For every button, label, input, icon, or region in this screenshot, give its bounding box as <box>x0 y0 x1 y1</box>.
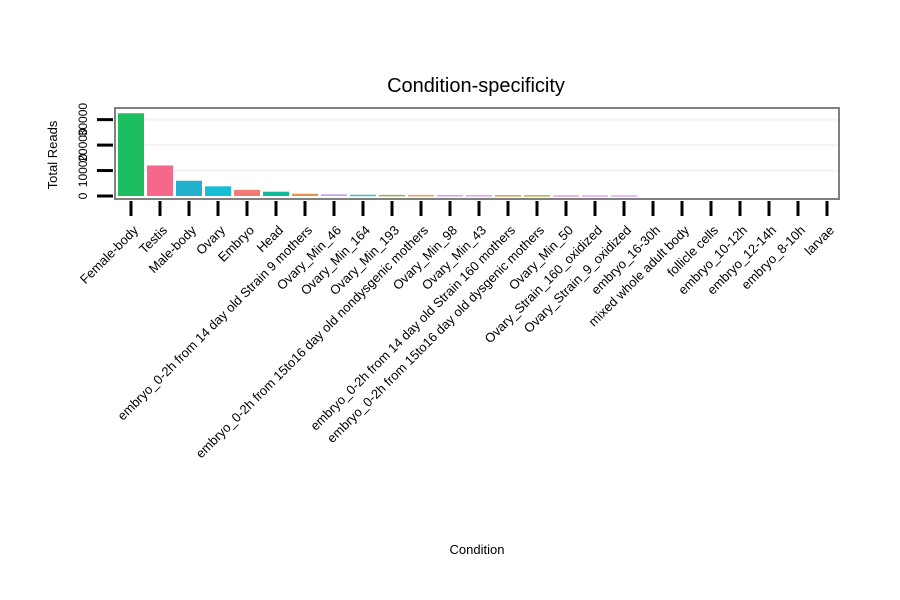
bar <box>466 195 492 197</box>
bar <box>379 194 405 197</box>
y-tick-label: 30000 <box>76 103 90 137</box>
bar <box>118 113 144 196</box>
x-axis-title: Condition <box>450 542 505 557</box>
bar <box>205 186 231 196</box>
bars <box>118 113 637 197</box>
y-tick-label: 0 <box>76 192 90 199</box>
y-tick-label: 10000 <box>76 154 90 188</box>
gridlines <box>116 118 838 172</box>
bar <box>582 195 608 197</box>
chart-title: Condition-specificity <box>387 75 565 97</box>
bar <box>524 195 550 197</box>
plot-panel-border <box>114 107 840 200</box>
bar <box>147 165 173 196</box>
y-axis-title: Total Reads <box>45 120 60 189</box>
plot-panel <box>114 107 840 200</box>
bar <box>176 180 202 196</box>
x-tick-label: Female-body <box>77 222 142 287</box>
bar <box>263 191 289 196</box>
y-tick-label: 20000 <box>76 128 90 162</box>
bar <box>437 194 463 197</box>
x-axis: Female-bodyTestisMale-bodyOvaryEmbryoHea… <box>77 201 837 461</box>
bar <box>408 194 434 197</box>
bar <box>292 193 318 196</box>
bar <box>611 195 637 197</box>
bar <box>553 195 579 197</box>
x-tick-label: larvae <box>801 223 837 259</box>
bar <box>234 189 260 196</box>
bar <box>495 195 521 197</box>
bar <box>321 194 347 196</box>
bar <box>350 194 376 197</box>
